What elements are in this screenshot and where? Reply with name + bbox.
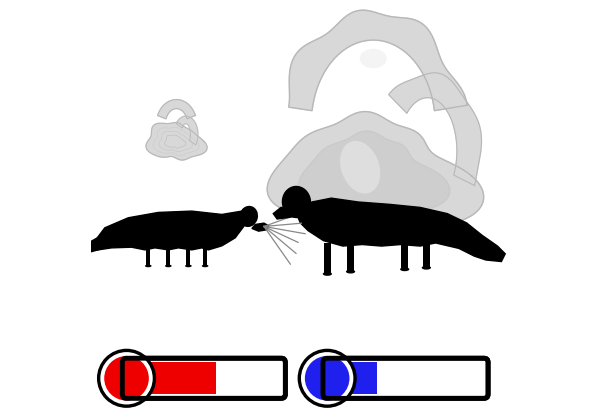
Bar [327,362,377,394]
Ellipse shape [185,265,192,267]
Polygon shape [298,131,450,214]
Ellipse shape [359,49,387,68]
Bar [187,249,190,266]
Ellipse shape [305,356,349,400]
Bar [166,249,170,266]
Bar [401,243,408,269]
Ellipse shape [340,141,380,194]
Bar [347,243,354,272]
Ellipse shape [165,265,172,267]
Polygon shape [389,73,481,186]
Polygon shape [267,112,484,230]
Ellipse shape [104,356,149,400]
Ellipse shape [422,266,431,270]
Ellipse shape [298,349,357,408]
FancyBboxPatch shape [122,358,286,398]
Polygon shape [95,211,245,250]
Ellipse shape [145,265,152,267]
Ellipse shape [202,265,208,267]
Ellipse shape [282,186,311,218]
Bar [324,243,331,274]
Polygon shape [252,223,269,231]
Polygon shape [158,99,196,119]
Ellipse shape [400,268,409,271]
Polygon shape [296,198,505,262]
Polygon shape [176,116,198,145]
Bar [146,249,150,266]
Ellipse shape [346,270,355,273]
Ellipse shape [301,352,353,405]
Polygon shape [289,10,467,111]
Bar [423,243,430,268]
Bar [203,249,207,266]
Polygon shape [85,231,115,252]
Ellipse shape [97,349,156,408]
Ellipse shape [100,352,153,405]
Polygon shape [273,207,301,219]
Polygon shape [146,122,207,160]
Ellipse shape [239,206,258,227]
Bar [127,362,216,394]
FancyBboxPatch shape [323,358,488,398]
Ellipse shape [323,272,332,276]
